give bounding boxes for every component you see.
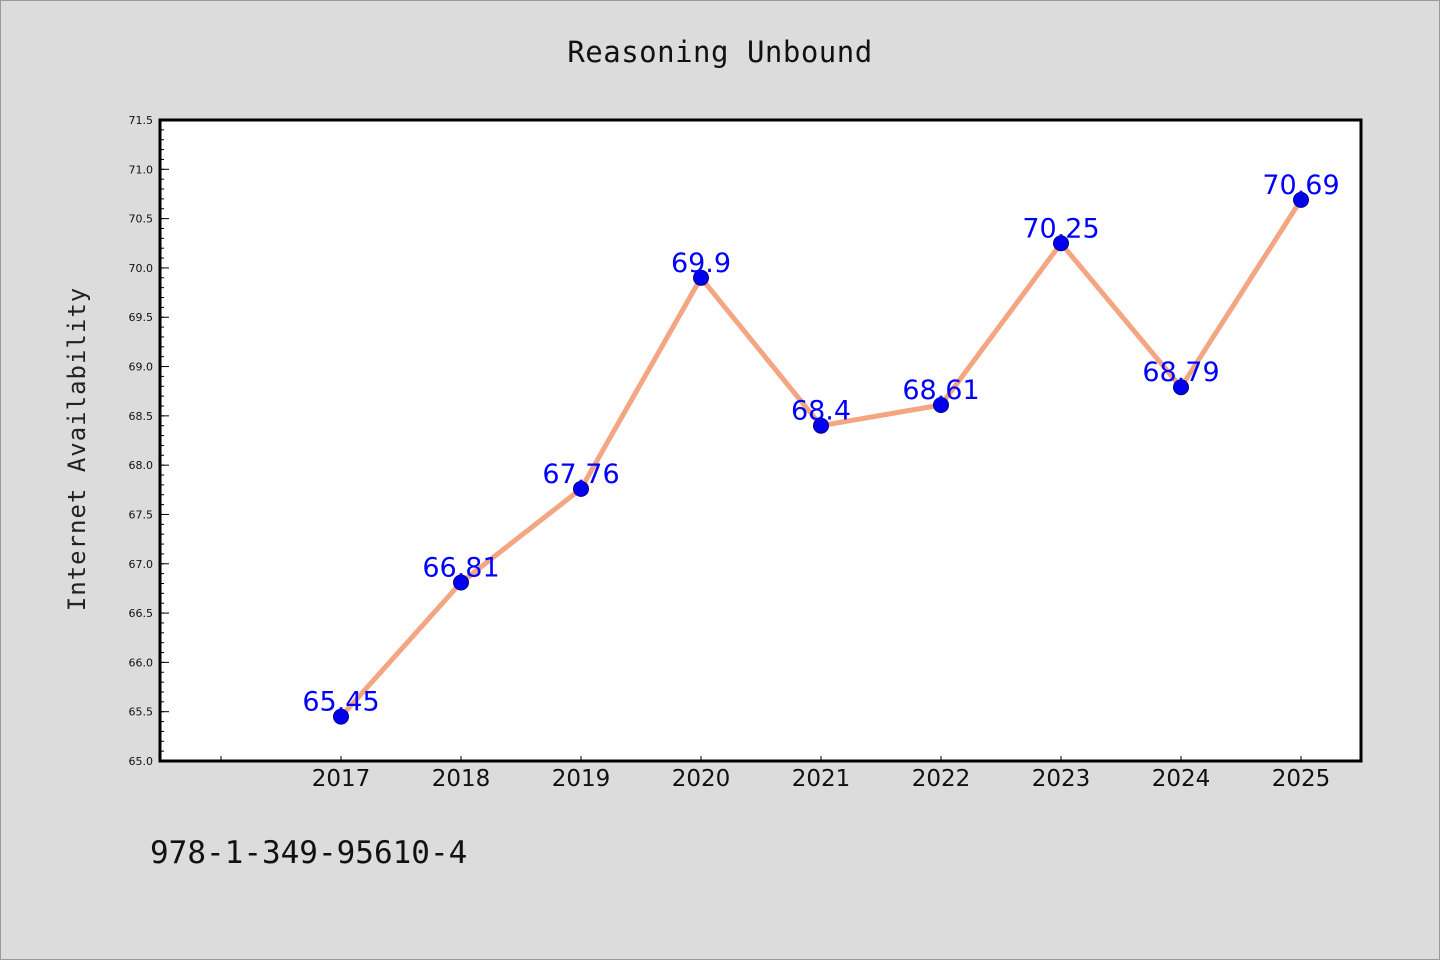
x-tick-label: 2019 (552, 766, 611, 792)
isbn-text: 978-1-349-95610-4 (150, 835, 468, 871)
y-tick-label: 71.0 (129, 163, 154, 176)
plot-border (158, 118, 1363, 763)
data-label: 68.4 (791, 396, 851, 427)
y-tick-label: 70.5 (129, 213, 154, 226)
data-point (573, 480, 589, 497)
data-label: 70.69 (1262, 170, 1339, 201)
data-label: 70.25 (1022, 213, 1099, 244)
x-tick-label: 2018 (432, 766, 491, 792)
x-tick-label: 2017 (312, 766, 371, 792)
y-tick-label: 65.0 (129, 755, 154, 768)
data-point (813, 417, 829, 434)
data-point (693, 269, 709, 286)
y-tick-label: 68.0 (129, 459, 154, 472)
y-tick-label: 67.5 (129, 508, 154, 521)
plot-background (160, 120, 1361, 761)
data-label: 67.76 (542, 459, 619, 490)
y-tick-label: 66.0 (129, 656, 154, 669)
data-point (1053, 235, 1069, 252)
data-point (453, 574, 469, 591)
chart-title: Reasoning Unbound (567, 35, 873, 69)
y-tick-label: 68.5 (129, 410, 154, 423)
x-tick-label: 2021 (792, 766, 851, 792)
x-tick-label: 2023 (1032, 766, 1091, 792)
data-label: 66.81 (422, 553, 499, 584)
y-tick-label: 65.5 (129, 706, 154, 719)
y-tick-label: 69.0 (129, 361, 154, 374)
data-point (1293, 191, 1309, 208)
x-tick-label: 2025 (1272, 766, 1331, 792)
x-tick-label: 2022 (912, 766, 971, 792)
data-point (333, 708, 349, 725)
data-label: 65.45 (302, 687, 379, 718)
data-point (1173, 379, 1189, 396)
data-point (933, 396, 949, 413)
y-tick-label: 66.5 (129, 607, 154, 620)
y-tick-label: 69.5 (129, 311, 154, 324)
x-tick-label: 2024 (1152, 766, 1211, 792)
y-tick-label: 71.5 (129, 114, 154, 127)
y-tick-label: 67.0 (129, 558, 154, 571)
data-label: 68.61 (902, 375, 979, 406)
x-tick-label: 2020 (672, 766, 731, 792)
data-label: 69.9 (671, 248, 731, 279)
y-tick-label: 70.0 (129, 262, 154, 275)
data-label: 68.79 (1142, 357, 1219, 388)
